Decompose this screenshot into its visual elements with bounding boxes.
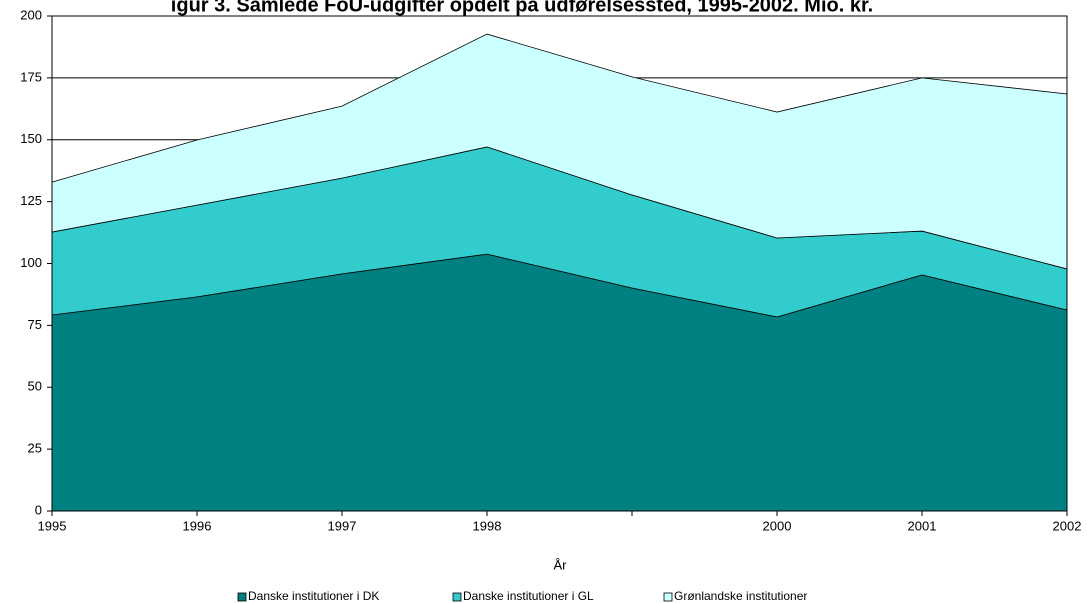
- x-tick-label: 1998: [473, 518, 502, 533]
- legend-label: Danske institutioner i GL: [463, 589, 594, 603]
- legend-label: Danske institutioner i DK: [248, 589, 379, 603]
- x-axis-label: År: [554, 557, 568, 572]
- chart-title: igur 3. Samlede FoU-udgifter opdelt på u…: [171, 0, 873, 16]
- x-tick-label: 1997: [328, 518, 357, 533]
- y-tick-label: 25: [28, 441, 42, 456]
- y-tick-label: 0: [35, 502, 42, 517]
- y-tick-label: 125: [20, 193, 42, 208]
- x-tick-label: 2000: [763, 518, 792, 533]
- y-tick-label: 200: [20, 7, 42, 22]
- legend-swatch: [452, 592, 462, 602]
- x-tick-label: 1996: [183, 518, 212, 533]
- plot-frame: [51, 15, 1068, 512]
- legend-label: Grønlandske institutioner: [674, 589, 807, 603]
- y-tick-label: 175: [20, 69, 42, 84]
- legend-swatch: [663, 592, 673, 602]
- y-tick-label: 150: [20, 131, 42, 146]
- y-tick-label: 75: [28, 317, 42, 332]
- y-tick-label: 100: [20, 255, 42, 270]
- y-tick-label: 50: [28, 379, 42, 394]
- x-tick-label: 2002: [1053, 518, 1082, 533]
- x-tick-label: 2001: [908, 518, 937, 533]
- x-tick-label: 1995: [38, 518, 67, 533]
- legend-swatch: [237, 592, 247, 602]
